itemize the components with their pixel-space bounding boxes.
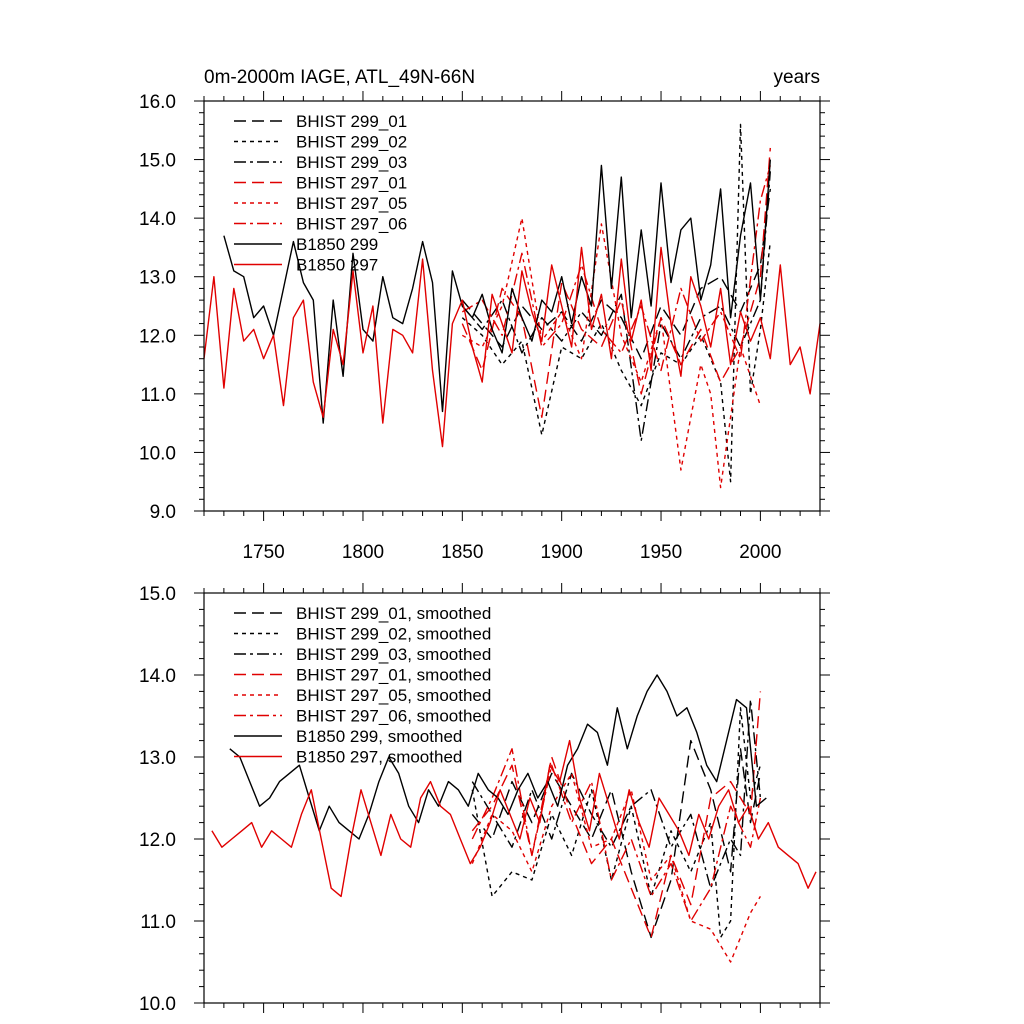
top-panel: 0m-2000m IAGE, ATL_49N-66N years 1750 180… [139,67,830,563]
series-line-4 [471,691,762,939]
series-line-8 [203,246,821,448]
x-tick-label: 1800 [342,542,384,563]
y-tick-label: 9.0 [150,502,176,523]
legend-label-6: BHIST 297_06 [296,215,407,234]
y-tick-label: 11.0 [140,912,176,933]
y-tick-label: 10.0 [139,994,176,1015]
legend-label-7: B1850 299, smoothed [296,727,462,746]
series-line-1 [471,739,762,939]
top-plot-frame [203,100,821,512]
y-tick-label: 13.0 [139,748,176,769]
y-tick-label: 14.0 [139,666,176,687]
y-tick-label: 15.0 [139,151,176,172]
bottom-panel: 10.0 11.0 12.0 13.0 14.0 15.0 BHIST 299_01, s… [139,583,830,1015]
x-tick-label: 2000 [739,542,781,563]
y-tick-label: 15.0 [139,584,176,605]
bottom-plot-frame [203,592,821,1004]
legend-label-1: BHIST 299_01, smoothed [296,604,491,623]
legend-label-5: BHIST 297_05, smoothed [296,686,491,705]
bottom-legend: BHIST 299_01, smoothed BHIST 299_02, smoo… [234,604,491,767]
series-line-3 [461,171,771,442]
legend-label-6: BHIST 297_06, smoothed [296,707,491,726]
legend-label-5: BHIST 297_05 [296,194,407,213]
y-tick-label: 16.0 [139,92,176,113]
series-line-4 [461,147,771,418]
legend-label-8: B1850 297, smoothed [296,748,462,767]
x-tick-label: 1900 [541,542,583,563]
y-tick-label: 11.0 [140,385,176,406]
y-tick-label: 12.0 [139,326,176,347]
legend-label-4: BHIST 297_01 [296,174,407,193]
units-label: years [774,67,820,88]
series-line-2 [461,123,771,483]
x-tick-label: 1950 [640,542,682,563]
y-tick-label: 10.0 [139,443,176,464]
top-series-group [203,123,821,489]
x-tick-label: 1750 [242,542,284,563]
legend-label-2: BHIST 299_02, smoothed [296,625,491,644]
y-tick-label: 14.0 [139,209,176,230]
series-line-5 [461,217,762,489]
chart-title: 0m-2000m IAGE, ATL_49N-66N [204,67,475,88]
legend-label-8: B1850 297 [296,256,378,275]
series-line-8 [211,739,817,898]
bottom-series-group [211,674,817,963]
series-line-3 [471,698,762,889]
top-axis-ticks: 1750 1800 1850 1900 1950 2000 9.0 10.0 11.0 12.0 1… [139,91,830,563]
x-tick-label: 1850 [441,542,483,563]
series-line-2 [471,707,762,939]
series-line-6 [461,165,771,372]
series-line-5 [471,772,761,963]
series-line-1 [461,188,771,360]
y-tick-label: 12.0 [139,830,176,851]
bottom-axis-ticks: 10.0 11.0 12.0 13.0 14.0 15.0 [139,583,830,1015]
series-line-6 [471,748,762,922]
legend-label-3: BHIST 299_03, smoothed [296,645,491,664]
legend-label-3: BHIST 299_03 [296,153,407,172]
legend-label-7: B1850 299 [296,235,378,254]
series-line-7 [223,159,771,424]
y-tick-label: 13.0 [139,268,176,289]
legend-label-1: BHIST 299_01 [296,112,407,131]
legend-label-4: BHIST 297_01, smoothed [296,666,491,685]
legend-label-2: BHIST 299_02 [296,133,407,152]
